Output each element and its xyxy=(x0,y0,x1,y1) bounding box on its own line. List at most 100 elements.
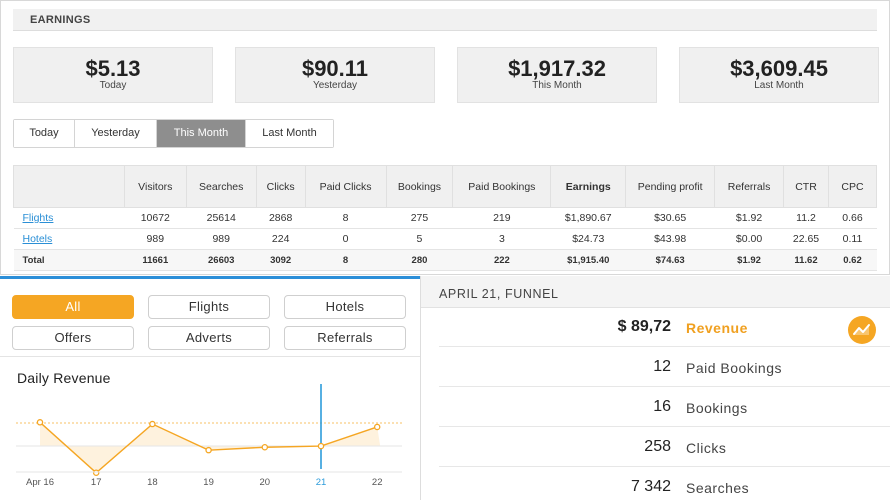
table-header xyxy=(13,165,125,208)
earnings-header: EARNINGS xyxy=(13,9,877,31)
data-point[interactable] xyxy=(205,446,212,454)
table-row-hotels: Hotels 989 989 224 0 5 3 $24.73 $43.98 $… xyxy=(13,228,877,250)
tab-this-month[interactable]: This Month xyxy=(157,120,246,147)
stat-today: $5.13 Today xyxy=(13,47,213,103)
table-cell: 989 xyxy=(124,228,187,250)
funnel-label: Paid Bookings xyxy=(686,360,783,376)
period-tabs: Today Yesterday This Month Last Month xyxy=(13,119,334,148)
table-cell: 10672 xyxy=(124,207,187,229)
table-cell: 0 xyxy=(305,228,386,250)
data-point[interactable] xyxy=(373,423,381,431)
table-cell: 280 xyxy=(386,249,453,271)
table-header[interactable]: Searches xyxy=(185,165,257,208)
funnel-row-searches[interactable]: 7 342 Searches xyxy=(439,467,890,500)
filter-chip-offers[interactable]: Offers xyxy=(12,326,134,350)
table-cell: $43.98 xyxy=(625,228,715,250)
table-cell: $1,890.67 xyxy=(550,207,626,229)
table-cell: $74.63 xyxy=(625,249,715,271)
funnel-label: Searches xyxy=(686,480,750,496)
funnel-value: 12 xyxy=(653,358,671,375)
table-cell: 224 xyxy=(256,228,306,250)
funnel-row-paid-bookings[interactable]: 12 Paid Bookings xyxy=(439,347,890,387)
filter-chip-hotels[interactable]: Hotels xyxy=(284,295,406,319)
table-cell: $24.73 xyxy=(550,228,626,250)
table-cell: 275 xyxy=(386,207,453,229)
table-cell: 222 xyxy=(452,249,551,271)
table-cell: 11.2 xyxy=(783,207,829,229)
filter-chip-all[interactable]: All xyxy=(12,295,134,319)
table-cell: 0.66 xyxy=(828,207,877,229)
x-tick-label: 19 xyxy=(203,477,214,488)
funnel-label: Revenue xyxy=(686,320,748,336)
funnel-row-clicks[interactable]: 258 Clicks xyxy=(439,427,890,467)
x-tick-label: 20 xyxy=(260,477,271,488)
funnel-value: 7 342 xyxy=(630,478,671,495)
table-cell: 989 xyxy=(186,228,257,250)
chart-title: Daily Revenue xyxy=(17,370,111,386)
table-cell: 26603 xyxy=(186,249,257,271)
daily-revenue-chart[interactable]: Apr 16 17 18 19 20 21 22 xyxy=(0,384,420,499)
table-header[interactable]: Bookings xyxy=(385,165,454,208)
table-cell: 22.65 xyxy=(783,228,829,250)
table-header[interactable]: Clicks xyxy=(255,165,306,208)
data-point[interactable] xyxy=(317,442,325,450)
table-row-flights: Flights 10672 25614 2868 8 275 219 $1,89… xyxy=(13,207,877,229)
daily-revenue-panel: All Flights Hotels Offers Adverts Referr… xyxy=(0,276,420,500)
chart-plot-area xyxy=(16,389,402,444)
data-point[interactable] xyxy=(36,419,44,426)
funnel-label: Bookings xyxy=(686,400,748,416)
funnel-panel: APRIL 21, FUNNEL $ 89,72 Revenue 12 Paid… xyxy=(420,276,890,500)
stat-value: $1,917.32 xyxy=(508,56,606,81)
funnel-row-revenue[interactable]: $ 89,72 Revenue xyxy=(439,307,890,347)
table-row-total: Total 11661 26603 3092 8 280 222 $1,915.… xyxy=(13,249,877,271)
earnings-panel: EARNINGS $5.13 Today $90.11 Yesterday $1… xyxy=(0,0,890,275)
tab-yesterday[interactable]: Yesterday xyxy=(75,120,157,147)
funnel-value: 16 xyxy=(653,398,671,415)
stat-yesterday: $90.11 Yesterday xyxy=(235,47,435,103)
table-header[interactable]: Paid Bookings xyxy=(452,165,552,208)
table-cell: 3092 xyxy=(256,249,306,271)
table-header[interactable]: Referrals xyxy=(714,165,785,208)
table-cell: $30.65 xyxy=(625,207,715,229)
table-header[interactable]: Earnings xyxy=(550,165,627,208)
table-cell: 2868 xyxy=(256,207,306,229)
x-tick-label: 21 xyxy=(316,477,327,488)
data-point[interactable] xyxy=(149,420,156,428)
stat-label: Yesterday xyxy=(312,80,358,91)
table-header[interactable]: Visitors xyxy=(123,165,187,208)
funnel-label: Clicks xyxy=(686,440,727,456)
table-header[interactable]: Paid Clicks xyxy=(304,165,387,208)
table-cell: 0.11 xyxy=(828,228,877,250)
table-cell: $1,915.40 xyxy=(550,249,626,271)
flights-link[interactable]: Flights xyxy=(13,207,125,229)
table-cell: 11661 xyxy=(124,249,187,271)
funnel-title: APRIL 21, FUNNEL xyxy=(439,287,559,301)
hotels-link[interactable]: Hotels xyxy=(13,228,125,250)
table-cell: 0.62 xyxy=(828,249,877,271)
table-cell: Total xyxy=(13,249,125,271)
data-point[interactable] xyxy=(92,469,100,477)
table-header[interactable]: CPC xyxy=(827,165,878,208)
filter-chip-adverts[interactable]: Adverts xyxy=(148,326,270,350)
data-point[interactable] xyxy=(261,443,269,451)
tab-last-month[interactable]: Last Month xyxy=(246,120,333,147)
x-tick-label: 18 xyxy=(147,477,158,488)
table-header[interactable]: Pending profit xyxy=(625,165,716,208)
stat-label: This Month xyxy=(532,80,582,91)
table-cell: $0.00 xyxy=(714,228,784,250)
x-tick-label: 22 xyxy=(372,477,383,488)
funnel-value: $ 89,72 xyxy=(617,318,671,335)
stat-value: $90.11 xyxy=(301,56,369,81)
table-header[interactable]: CTR xyxy=(783,165,829,208)
stat-value: $5.13 xyxy=(85,56,141,81)
x-tick-label: Apr 16 xyxy=(26,477,54,488)
funnel-row-bookings[interactable]: 16 Bookings xyxy=(439,387,890,427)
tab-today[interactable]: Today xyxy=(14,120,75,147)
table-header-row: Visitors Searches Clicks Paid Clicks Boo… xyxy=(13,165,878,208)
filter-chip-flights[interactable]: Flights xyxy=(148,295,270,319)
trend-chart-icon[interactable] xyxy=(848,316,876,344)
stat-label: Today xyxy=(99,80,127,91)
filter-chip-referrals[interactable]: Referrals xyxy=(284,326,406,350)
stat-value: $3,609.45 xyxy=(730,56,828,81)
table-cell: 25614 xyxy=(186,207,257,229)
